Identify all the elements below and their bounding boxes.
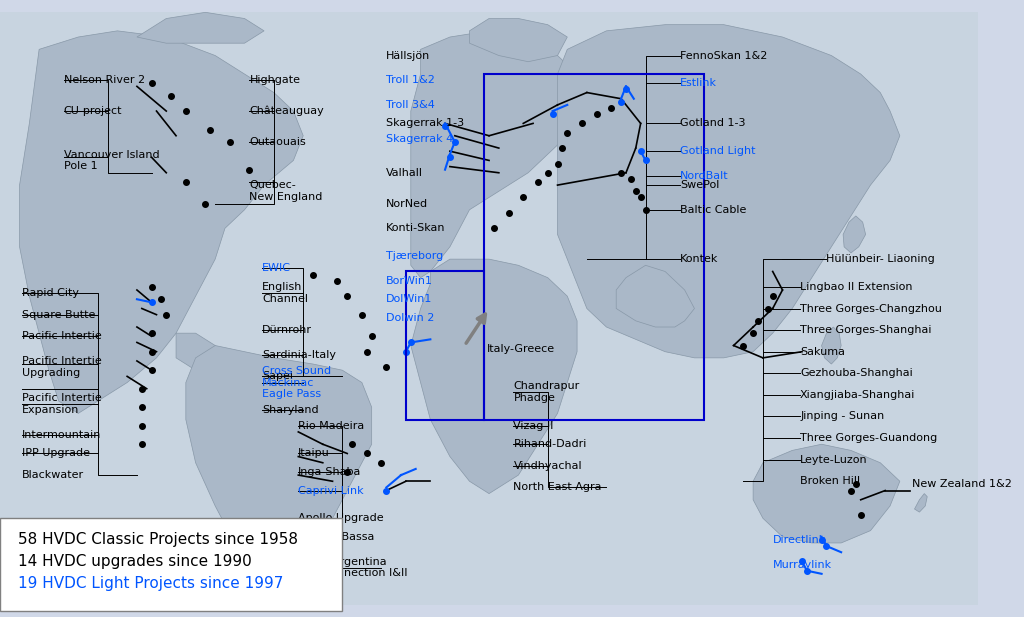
Polygon shape (137, 12, 264, 43)
Text: Skagerrak 1-3: Skagerrak 1-3 (386, 118, 465, 128)
Text: Sapei: Sapei (262, 371, 293, 381)
Polygon shape (843, 216, 865, 253)
Text: Estlink: Estlink (680, 78, 717, 88)
Polygon shape (914, 494, 927, 512)
Text: Valhall: Valhall (386, 168, 423, 178)
Text: Italy-Greece: Italy-Greece (487, 344, 555, 354)
Text: English
Channel: English Channel (262, 282, 308, 304)
Text: Vizag II: Vizag II (513, 421, 554, 431)
Text: Troll 3&4: Troll 3&4 (386, 100, 435, 110)
Text: NordBalt: NordBalt (680, 171, 728, 181)
Text: Cross Sound
Mackinac
Eagle Pass: Cross Sound Mackinac Eagle Pass (262, 366, 331, 399)
Text: Pacific Intertie
Expansion: Pacific Intertie Expansion (22, 393, 101, 415)
Text: Three Gorges-Changzhou: Three Gorges-Changzhou (800, 304, 942, 313)
Text: Hällsjön: Hällsjön (386, 51, 431, 60)
Text: EWIC: EWIC (262, 263, 291, 273)
Text: Pacific Intertie: Pacific Intertie (22, 331, 101, 341)
Text: Inga-Shaba: Inga-Shaba (298, 467, 361, 477)
Polygon shape (753, 444, 900, 543)
Polygon shape (411, 259, 578, 494)
Text: Outaouais: Outaouais (250, 137, 306, 147)
Text: CU-project: CU-project (63, 106, 122, 116)
Text: Xiangjiaba-Shanghai: Xiangjiaba-Shanghai (800, 390, 915, 400)
Polygon shape (19, 31, 303, 413)
Text: Gotland Light: Gotland Light (680, 146, 756, 156)
Polygon shape (185, 346, 372, 580)
Bar (406, 271, 484, 420)
Text: Vindhyachal: Vindhyachal (513, 461, 582, 471)
Text: Rihand-Dadri: Rihand-Dadri (513, 439, 587, 449)
Text: Square Butte: Square Butte (22, 310, 95, 320)
Text: Jinping - Sunan: Jinping - Sunan (800, 412, 885, 421)
Text: IPP Upgrade: IPP Upgrade (22, 449, 89, 458)
Text: Rio Madeira: Rio Madeira (298, 421, 365, 431)
Text: Intermountain: Intermountain (22, 430, 101, 440)
Text: New Zealand 1&2: New Zealand 1&2 (911, 479, 1012, 489)
Text: Rapid City: Rapid City (22, 288, 79, 298)
FancyBboxPatch shape (0, 518, 342, 611)
Text: Three Gorges-Shanghai: Three Gorges-Shanghai (800, 325, 932, 335)
Text: DolWin1: DolWin1 (386, 294, 433, 304)
Polygon shape (616, 265, 694, 327)
Text: Dürnrohr: Dürnrohr (262, 325, 312, 335)
Text: Skagerrak 4: Skagerrak 4 (386, 134, 454, 144)
Text: Baltic Cable: Baltic Cable (680, 205, 746, 215)
Text: Brazil-Argentina
Interconnection I&II: Brazil-Argentina Interconnection I&II (298, 557, 408, 579)
Text: Three Gorges-Guandong: Three Gorges-Guandong (800, 433, 937, 443)
Text: 58 HVDC Classic Projects since 1958: 58 HVDC Classic Projects since 1958 (17, 532, 298, 547)
Polygon shape (557, 25, 900, 358)
Text: FennoSkan 1&2: FennoSkan 1&2 (680, 51, 767, 60)
Text: Lingbao II Extension: Lingbao II Extension (800, 282, 912, 292)
Text: Apollo Upgrade: Apollo Upgrade (298, 513, 384, 523)
Text: BorWin1: BorWin1 (386, 276, 433, 286)
Text: Blackwater: Blackwater (22, 470, 84, 480)
Text: Gezhouba-Shanghai: Gezhouba-Shanghai (800, 368, 912, 378)
Text: Hülünbeir- Liaoning: Hülünbeir- Liaoning (826, 254, 935, 264)
Bar (484, 74, 705, 420)
Text: Dolwin 2: Dolwin 2 (386, 313, 435, 323)
Text: Nelson River 2: Nelson River 2 (63, 75, 144, 85)
Text: Itaipu: Itaipu (298, 449, 330, 458)
Text: NorNed: NorNed (386, 199, 428, 209)
Text: Troll 1&2: Troll 1&2 (386, 75, 435, 85)
Polygon shape (411, 31, 587, 278)
Text: Broken Hill: Broken Hill (800, 476, 860, 486)
Text: Tjæreborg: Tjæreborg (386, 251, 443, 261)
Text: Châteauguay: Châteauguay (250, 106, 325, 117)
Text: North East Agra: North East Agra (513, 482, 602, 492)
Text: Kontek: Kontek (680, 254, 718, 264)
Text: Gotland 1-3: Gotland 1-3 (680, 118, 745, 128)
Text: SwePol: SwePol (680, 180, 719, 190)
Text: Directlink: Directlink (773, 535, 826, 545)
Text: Sardinia-Italy: Sardinia-Italy (262, 350, 336, 360)
Text: Sakuma: Sakuma (800, 347, 845, 357)
Polygon shape (821, 327, 841, 364)
Text: 19 HVDC Light Projects since 1997: 19 HVDC Light Projects since 1997 (17, 576, 283, 590)
Text: Leyte-Luzon: Leyte-Luzon (800, 455, 867, 465)
Text: Murraylink: Murraylink (773, 560, 831, 569)
Polygon shape (176, 333, 225, 370)
Text: Chandrapur
Phadge: Chandrapur Phadge (513, 381, 580, 403)
Text: 14 HVDC upgrades since 1990: 14 HVDC upgrades since 1990 (17, 554, 251, 569)
Text: Sharyland: Sharyland (262, 405, 318, 415)
Text: Cahora Bassa: Cahora Bassa (298, 532, 375, 542)
Text: Caprivi Link: Caprivi Link (298, 486, 364, 495)
Text: Pacific Intertie
Upgrading: Pacific Intertie Upgrading (22, 356, 101, 378)
Text: Quebec-
New England: Quebec- New England (250, 180, 323, 202)
FancyBboxPatch shape (0, 12, 978, 605)
Polygon shape (469, 19, 567, 62)
Text: Konti-Skan: Konti-Skan (386, 223, 445, 233)
Text: Highgate: Highgate (250, 75, 300, 85)
Text: Vancouver Island
Pole 1: Vancouver Island Pole 1 (63, 149, 159, 172)
